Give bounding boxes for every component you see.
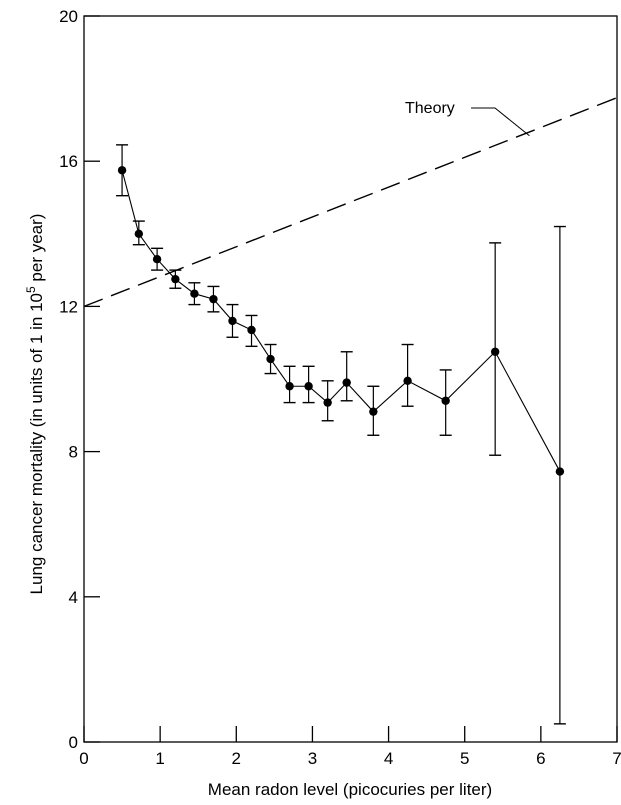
data-point	[190, 289, 199, 298]
data-point	[323, 398, 332, 407]
data-point	[441, 396, 450, 405]
data-point	[555, 467, 565, 476]
y-tick-label: 20	[59, 7, 78, 26]
data-point	[152, 255, 162, 264]
data-point	[171, 274, 180, 284]
data-point	[490, 347, 500, 356]
x-tick-label: 3	[308, 749, 317, 768]
data-point	[209, 294, 218, 304]
y-axis-ticks: 0 4 8 12 16 20	[59, 7, 100, 752]
data-point	[266, 354, 275, 364]
x-tick-label: 4	[384, 749, 393, 768]
x-tick-label: 6	[536, 749, 545, 768]
y-tick-label: 12	[59, 297, 78, 316]
y-axis-title: Lung cancer mortality (in units of 1 in …	[24, 214, 46, 595]
x-tick-label: 2	[232, 749, 241, 768]
x-axis-ticks: 0 1 2 3 4 5 6 7	[79, 726, 621, 768]
data-point	[342, 378, 351, 387]
x-tick-label: 1	[155, 749, 164, 768]
theory-label: Theory	[405, 100, 455, 117]
x-tick-label: 5	[460, 749, 469, 768]
y-axis-title-superscript: 5	[24, 286, 38, 293]
x-axis-title: Mean radon level (picocuries per liter)	[208, 780, 492, 799]
x-tick-label: 0	[79, 749, 88, 768]
theory-leader-line	[471, 107, 530, 137]
theory-line	[83, 97, 618, 308]
data-point	[369, 407, 378, 416]
y-axis-title-prefix: Lung cancer mortality (in units of 1 in …	[27, 293, 46, 594]
y-axis-title-suffix: per year)	[27, 214, 46, 287]
data-point	[247, 325, 256, 335]
y-tick-label: 0	[69, 733, 78, 752]
data-line	[121, 170, 561, 472]
data-point	[228, 316, 237, 326]
plot-frame	[83, 15, 618, 743]
data-point	[304, 382, 313, 391]
x-tick-label: 7	[612, 749, 621, 768]
data-point	[285, 382, 294, 391]
y-tick-label: 8	[69, 443, 78, 462]
data-point	[134, 229, 144, 238]
data-series	[116, 144, 566, 725]
data-point	[403, 376, 412, 386]
y-tick-label: 16	[59, 152, 78, 171]
data-point	[117, 166, 127, 175]
theory-layer: Theory	[83, 97, 618, 308]
y-tick-label: 4	[69, 588, 78, 607]
